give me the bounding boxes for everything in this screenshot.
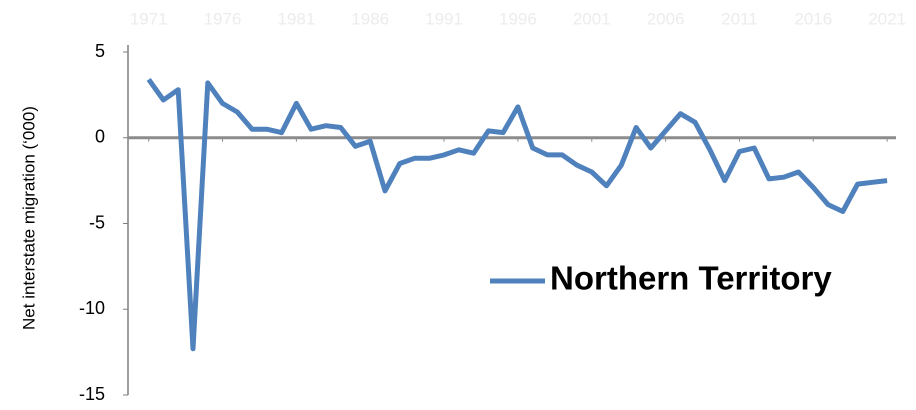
x-tick-label: 2011 xyxy=(721,9,758,28)
x-tick-label: 2001 xyxy=(573,9,611,28)
x-tick-label: 2006 xyxy=(647,9,685,28)
x-tick-label: 1971 xyxy=(130,9,168,28)
y-tick-label: -15 xyxy=(79,384,105,404)
legend-label: Northern Territory xyxy=(550,260,832,297)
y-tick-label: -5 xyxy=(89,212,105,232)
x-tick-label: 1991 xyxy=(425,9,463,28)
y-tick-label: 0 xyxy=(95,127,105,147)
x-tick-label: 1981 xyxy=(277,9,315,28)
y-tick-label: -10 xyxy=(79,298,105,318)
x-tick-label: 1976 xyxy=(204,9,242,28)
line xyxy=(146,77,888,352)
x-tick-label: 2016 xyxy=(794,9,832,28)
x-tick-label: 1986 xyxy=(351,9,389,28)
x-tick-label: 1996 xyxy=(499,9,537,28)
y-axis-label: Net interstate migration (‘000) xyxy=(19,106,38,330)
x-tick-label: 2021 xyxy=(868,9,906,28)
y-tick-label: 5 xyxy=(95,41,105,61)
